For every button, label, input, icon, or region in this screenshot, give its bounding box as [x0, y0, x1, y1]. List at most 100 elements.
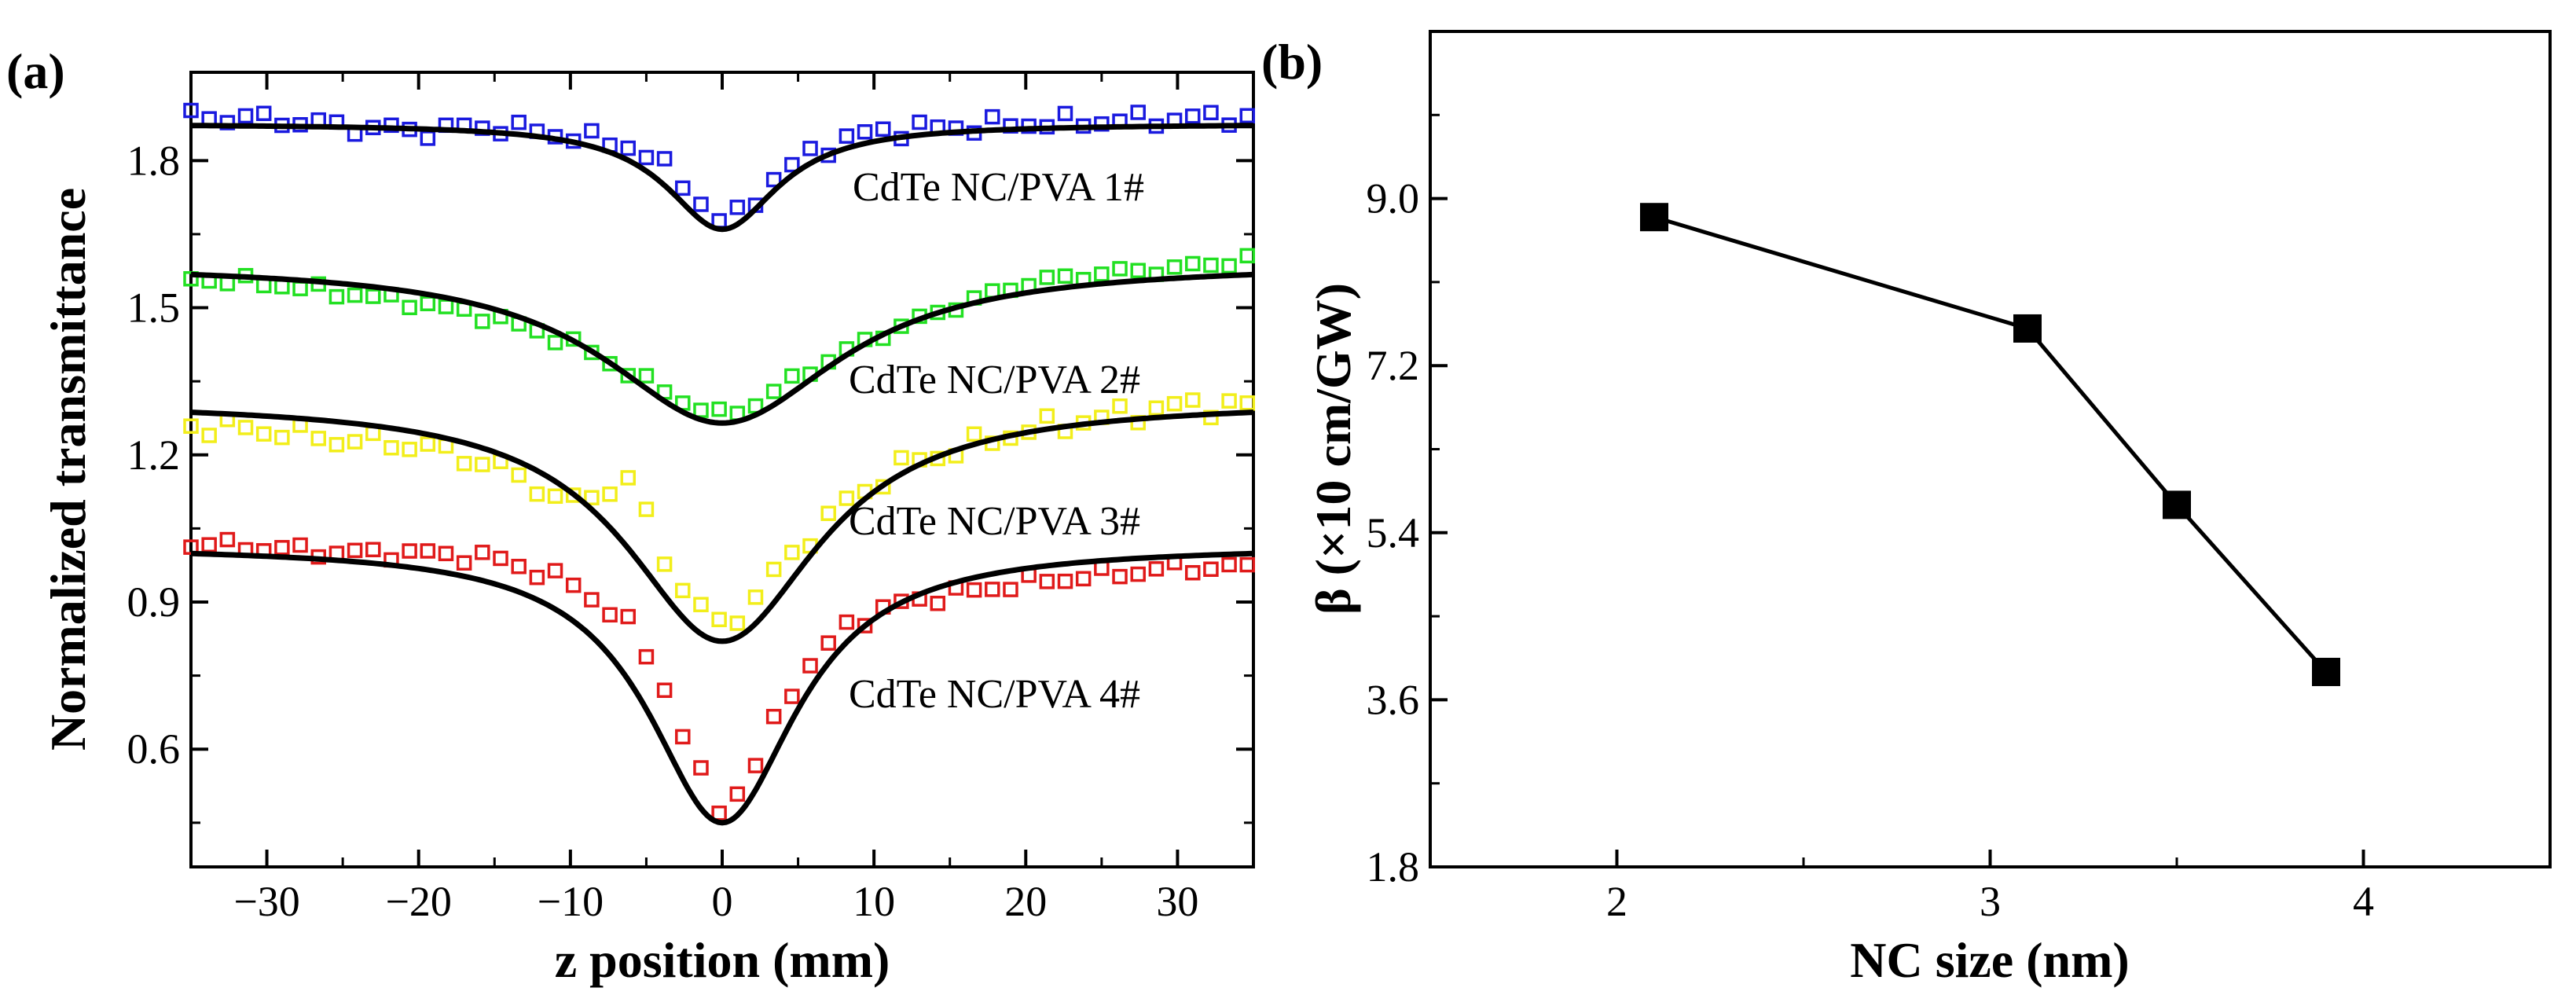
data-point [183, 102, 199, 119]
data-point [183, 539, 199, 555]
data-point [1184, 108, 1201, 124]
data-point [328, 437, 345, 453]
data-point [1057, 268, 1073, 285]
annotation-series-1: CdTe NC/PVA 1# [853, 165, 1144, 210]
data-point [765, 384, 782, 399]
data-point [584, 592, 600, 608]
data-point [219, 276, 236, 292]
data-point [1148, 561, 1165, 577]
data-point [475, 314, 490, 329]
data-point [420, 130, 436, 146]
data-point [985, 108, 1000, 125]
data-point [456, 555, 472, 571]
data-point [402, 543, 417, 559]
data-point [985, 582, 1000, 597]
series-annotations-a: CdTe NC/PVA 1# CdTe NC/PVA 2# CdTe NC/PV… [849, 165, 1144, 717]
data-point [2312, 657, 2340, 686]
data-point [1057, 573, 1073, 589]
data-point [1239, 248, 1256, 264]
data-point [729, 200, 746, 215]
x-tick-label-a: 30 [1156, 878, 1198, 925]
data-point [711, 611, 727, 627]
series-4-markers [183, 531, 1256, 821]
data-point [347, 434, 363, 450]
data-point [420, 436, 436, 452]
data-point [292, 281, 308, 296]
data-point [1203, 409, 1219, 426]
panel-label-b: (b) [1261, 34, 1323, 90]
data-point [1039, 270, 1055, 285]
y-tick-label-b: 5.4 [1367, 509, 1420, 556]
data-point [547, 563, 563, 578]
y-tick-label-b: 1.8 [1367, 843, 1420, 890]
data-point [565, 577, 582, 593]
data-point [602, 607, 618, 623]
data-point [1130, 566, 1146, 582]
data-point [219, 115, 236, 130]
data-point [255, 277, 272, 294]
data-point [402, 299, 417, 316]
annotation-series-3: CdTe NC/PVA 3# [849, 499, 1140, 544]
data-point [675, 582, 691, 599]
data-point [784, 368, 800, 384]
data-point [1166, 259, 1183, 275]
y-tick-label-a: 0.6 [127, 725, 181, 773]
y-tick-label-a: 1.2 [127, 431, 181, 479]
data-point [383, 439, 399, 456]
data-point [620, 368, 637, 384]
x-tick-labels-b: 2 3 4 [1606, 878, 2374, 925]
data-point [1094, 266, 1110, 282]
data-point [930, 595, 946, 611]
data-point [2163, 490, 2191, 520]
data-point [365, 288, 381, 304]
data-point [693, 196, 709, 212]
x-tick-labels-a: −30 −20 −10 0 10 20 30 [233, 878, 1198, 925]
data-point [838, 490, 855, 506]
data-point [638, 648, 655, 665]
data-point [729, 786, 746, 802]
data-point [693, 760, 709, 776]
data-point [802, 658, 818, 674]
data-point [1130, 263, 1146, 278]
data-point [656, 682, 673, 699]
data-point [838, 614, 855, 630]
data-point [565, 487, 582, 503]
data-point [620, 608, 637, 625]
data-point [602, 486, 618, 502]
data-point [765, 171, 782, 188]
data-point [1221, 393, 1237, 409]
fit-curve-series-3 [190, 409, 1254, 644]
data-point [292, 537, 308, 553]
series-3-markers [183, 392, 1256, 631]
data-point [765, 561, 782, 578]
data-point [747, 589, 764, 605]
data-point [693, 597, 709, 612]
data-point [638, 368, 655, 384]
data-point [420, 543, 436, 559]
data-point [1112, 261, 1128, 277]
data-point [1221, 556, 1237, 573]
data-point [529, 569, 545, 586]
data-point [1221, 258, 1237, 274]
x-tick-label-b: 3 [1980, 878, 2001, 925]
x-tick-label-b: 2 [1606, 878, 1627, 925]
data-point [1112, 568, 1128, 585]
data-point [1094, 116, 1110, 132]
x-axis-title-b: NC size (nm) [1850, 932, 2129, 988]
data-point [183, 271, 199, 287]
data-point [802, 141, 818, 156]
data-point [620, 470, 637, 486]
x-axis-title-a: z position (mm) [555, 932, 890, 988]
panel-a: (a) −30 −20 −10 0 10 20 30 0.6 0.9 1.2 1.5 1.8 CdT… [6, 43, 1256, 988]
data-point [820, 635, 836, 651]
data-point [675, 729, 691, 745]
data-point [1203, 561, 1219, 577]
data-point [1184, 255, 1201, 272]
data-point [347, 542, 363, 559]
data-point [274, 279, 290, 295]
y-axis-title-a: Normalized transmittance [40, 188, 96, 751]
data-point [237, 420, 254, 435]
fit-curve-series-1 [191, 123, 1253, 233]
data-point [1057, 105, 1073, 122]
data-point [237, 108, 254, 124]
